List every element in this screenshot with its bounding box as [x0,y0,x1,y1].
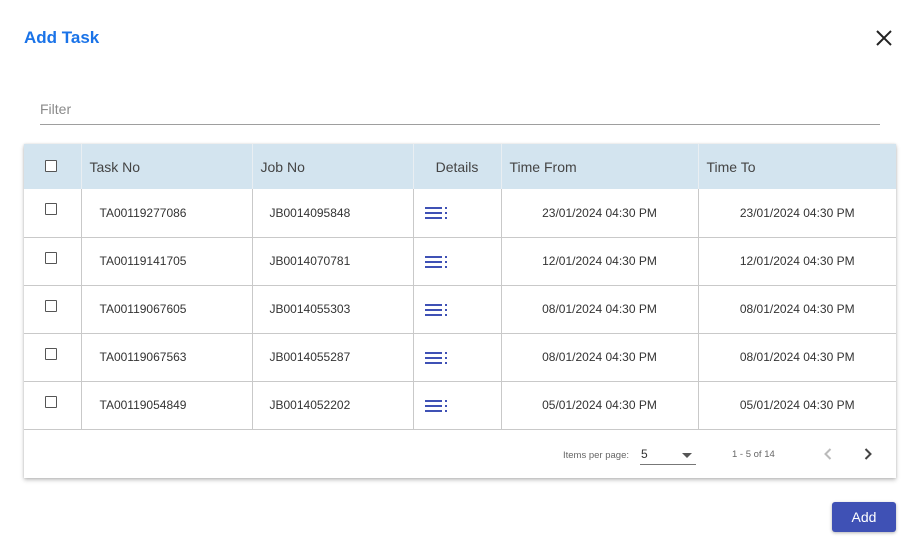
task-no-cell: TA00119067605 [81,285,253,334]
table-header-row: Task No Job No Details Time From Time To [24,144,896,189]
table-body: TA00119277086 JB0014095848 23/01/2024 04:3… [24,189,896,430]
header-time-from[interactable]: Time From [501,144,699,189]
add-button[interactable]: Add [832,502,896,532]
table-row[interactable]: TA00119054849 JB0014052202 05/01/2024 04:3… [24,381,896,430]
row-checkbox[interactable] [44,203,57,215]
list-details-icon[interactable] [424,350,449,369]
job-no-cell: JB0014055303 [252,285,414,334]
details-cell [413,285,502,334]
time-from-cell: 05/01/2024 04:30 PM [501,381,699,430]
task-table: Task No Job No Details Time From Time To… [24,144,896,430]
time-to-cell: 08/01/2024 04:30 PM [698,333,896,382]
row-checkbox[interactable] [44,347,57,360]
table-row[interactable]: TA00119141705 JB0014070781 12/01/2024 04:3… [24,237,896,286]
task-no-cell: TA00119277086 [81,189,253,238]
job-no-cell: JB0014095848 [252,189,414,238]
job-no-cell: JB0014055287 [252,333,414,382]
time-to-cell: 23/01/2024 04:30 PM [698,189,896,238]
time-to-cell: 08/01/2024 04:30 PM [698,285,896,334]
time-to-cell: 12/01/2024 04:30 PM [698,237,896,286]
time-to-cell: 05/01/2024 04:30 PM [698,381,896,430]
close-icon [876,30,892,46]
table-row[interactable]: TA00119067563 JB0014055287 08/01/2024 04:3… [24,333,896,382]
row-checkbox[interactable] [44,299,57,312]
list-details-icon[interactable] [424,302,449,321]
header-time-to[interactable]: Time To [706,158,756,175]
row-checkbox[interactable] [44,251,57,264]
filter-input[interactable] [40,96,880,122]
task-no-cell: TA00119141705 [81,237,253,286]
table-row[interactable]: TA00119277086 JB0014095848 23/01/2024 04:3… [24,189,896,238]
items-per-page-select[interactable]: 5 [640,442,696,465]
next-page-button[interactable] [858,444,878,464]
table-row[interactable]: TA00119067605 JB0014055303 08/01/2024 04:3… [24,285,896,334]
job-no-cell: JB0014052202 [252,381,414,430]
time-from-cell: 12/01/2024 04:30 PM [501,237,699,286]
row-select-cell [24,381,82,430]
time-from-cell: 23/01/2024 04:30 PM [501,189,699,238]
paginator: Items per page: 5 1 - 5 of 14 [24,430,896,478]
list-details-icon[interactable] [424,205,449,224]
previous-page-button[interactable] [818,444,838,464]
list-details-icon[interactable] [424,254,449,273]
select-all-checkbox[interactable] [44,159,57,172]
header-task-no[interactable]: Task No [81,144,253,189]
filter-field[interactable] [40,96,880,125]
header-job-no[interactable]: Job No [252,144,414,189]
details-cell [413,189,502,238]
task-no-cell: TA00119054849 [81,381,253,430]
row-select-cell [24,237,82,286]
list-details-icon[interactable] [424,398,449,417]
chevron-left-icon [824,448,832,460]
header-details: Details [413,144,502,189]
job-no-cell: JB0014070781 [252,237,414,286]
range-label: 1 - 5 of 14 [732,449,775,460]
row-select-cell [24,333,82,382]
details-cell [413,237,502,286]
task-table-card: Task No Job No Details Time From Time To… [24,144,896,478]
details-cell [413,381,502,430]
items-per-page-label: Items per page: [563,450,630,461]
items-per-page-value: 5 [641,447,648,461]
dialog-title: Add Task [24,28,100,47]
time-from-cell: 08/01/2024 04:30 PM [501,333,699,382]
details-cell [413,333,502,382]
select-all-header [24,144,82,189]
time-from-cell: 08/01/2024 04:30 PM [501,285,699,334]
dropdown-arrow-icon [682,453,692,458]
task-no-cell: TA00119067563 [81,333,253,382]
chevron-right-icon [864,448,872,460]
row-checkbox[interactable] [44,395,57,408]
row-select-cell [24,189,82,238]
close-button[interactable] [872,26,896,50]
row-select-cell [24,285,82,334]
